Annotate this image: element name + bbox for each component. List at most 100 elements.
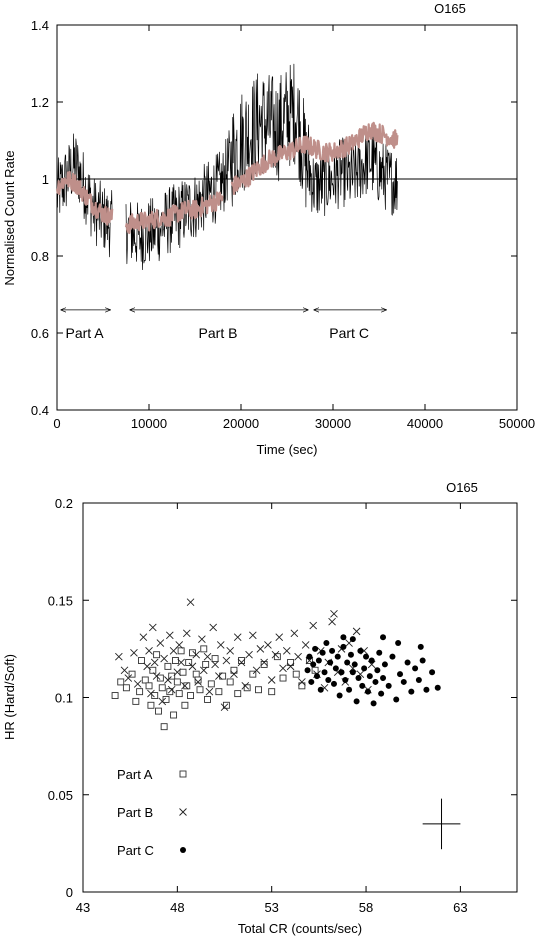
scatter-point-part-c — [338, 669, 345, 676]
scatter-point-part-a — [279, 674, 287, 682]
scatter-point-part-a — [183, 682, 191, 690]
scatter-point-part-a — [311, 666, 319, 674]
top-y-tick-label: 0.4 — [31, 403, 49, 418]
top-y-tick-label: 1.4 — [31, 18, 49, 33]
scatter-point-part-c — [419, 657, 426, 664]
legend-marker — [180, 847, 186, 853]
scatter-point-part-b — [282, 647, 291, 655]
scatter-point-part-b — [275, 633, 284, 642]
scatter-point-part-b — [245, 650, 253, 659]
scatter-point-part-b — [150, 658, 159, 667]
top-series-group — [55, 63, 517, 271]
scatter-point-part-a — [268, 688, 276, 696]
scatter-point-part-c — [389, 653, 396, 660]
scatter-point-part-c — [310, 661, 317, 668]
legend-label: Part A — [117, 767, 153, 782]
time-series-panel: O165 0 10000 20000 30000 40000 50000 0.4 0.6 0.8… — [2, 1, 535, 457]
scatter-point-part-b — [286, 662, 295, 671]
bottom-plot-frame — [82, 502, 518, 893]
legend-label: Part B — [117, 805, 153, 820]
scatter-point-part-c — [319, 649, 326, 656]
scatter-point-part-c — [385, 682, 392, 689]
scatter-point-part-b — [139, 633, 148, 642]
scatter-point-part-a — [187, 692, 195, 700]
scatter-point-part-b — [173, 668, 182, 677]
scatter-point-part-c — [346, 686, 353, 693]
scatter-point-part-a — [179, 668, 187, 676]
scatter-point-part-c — [327, 659, 334, 666]
scatter-point-part-b — [220, 703, 229, 712]
scatter-point-part-b — [209, 623, 218, 632]
scatter-point-part-a — [172, 657, 179, 664]
scatter-point-part-a — [238, 657, 245, 664]
scatter-point-part-c — [325, 676, 332, 683]
scatter-point-part-a — [173, 678, 181, 686]
scatter-point-part-a — [177, 647, 185, 655]
scatter-point-part-a — [153, 651, 161, 659]
scatter-point-part-a — [230, 666, 238, 674]
scatter-point-part-c — [312, 645, 319, 652]
scatter-point-part-a — [117, 678, 125, 686]
scatter-point-part-a — [192, 670, 200, 678]
scatter-point-part-c — [415, 676, 422, 683]
scatter-point-part-b — [115, 652, 123, 661]
scatter-point-part-c — [334, 653, 341, 660]
scatter-point-part-c — [329, 647, 336, 654]
scatter-point-part-b — [199, 666, 208, 675]
scatter-point-part-a — [255, 686, 262, 694]
top-annotations: Part A Part B Part C — [61, 310, 386, 341]
scatter-point-part-c — [370, 700, 377, 707]
scatter-point-part-a — [202, 660, 210, 668]
bottom-y-tick-label: 0.2 — [55, 496, 73, 511]
scatter-point-part-a — [122, 684, 130, 692]
scatter-point-part-b — [175, 641, 184, 649]
bottom-y-tick-label: 0.15 — [48, 593, 73, 608]
scatter-point-part-a — [155, 707, 162, 715]
scatter-point-part-c — [304, 667, 311, 674]
scatter-point-part-a — [287, 659, 295, 666]
scatter-point-part-b — [181, 682, 189, 690]
bottom-x-tick-label: 53 — [264, 900, 278, 915]
scatter-point-part-c — [380, 675, 387, 682]
scatter-point-part-a — [156, 674, 164, 682]
top-x-tick-label: 50000 — [499, 416, 535, 431]
bottom-x-tick-label: 58 — [359, 900, 373, 915]
top-y-tick-label: 1 — [42, 172, 49, 187]
scatter-point-part-c — [397, 671, 404, 678]
scatter-point-part-b — [298, 678, 306, 686]
scatter-point-part-b — [164, 676, 172, 684]
scatter-point-part-a — [128, 670, 136, 678]
scatter-point-part-a — [215, 688, 223, 696]
scatter-point-part-a — [164, 662, 172, 670]
scatter-point-part-b — [177, 658, 185, 667]
scatter-point-part-c — [357, 647, 364, 654]
top-x-tick-label: 0 — [53, 416, 60, 431]
scatter-point-part-c — [317, 686, 324, 693]
scatter-point-part-c — [376, 649, 383, 656]
scatter-point-part-a — [219, 672, 227, 680]
scatter-point-part-a — [226, 678, 234, 686]
scatter-point-part-a — [168, 672, 176, 680]
scatter-point-part-b — [198, 635, 206, 643]
scatter-point-part-a — [181, 701, 189, 709]
scatter-point-part-c — [321, 669, 328, 676]
scatter-point-part-a — [151, 692, 159, 700]
scatter-point-part-a — [298, 682, 306, 690]
scatter-point-part-c — [323, 640, 330, 647]
top-axis-ticks: 0 10000 20000 30000 40000 50000 0.4 0.6 0.8 1 1.2 1… — [31, 18, 535, 431]
scatter-point-part-c — [340, 643, 347, 650]
scatter-point-part-c — [359, 682, 366, 689]
scatter-point-part-b — [165, 631, 174, 640]
bottom-y-axis-title: HR (Hard/Soft) — [2, 654, 17, 740]
part-range-label: Part A — [66, 325, 105, 341]
bottom-series-group — [111, 598, 441, 731]
scatter-point-part-a — [185, 659, 193, 666]
error-cross — [422, 798, 461, 850]
scatter-point-part-c — [363, 653, 370, 660]
scatter-point-part-c — [306, 653, 313, 660]
scatter-point-part-b — [145, 647, 153, 655]
scatter-point-part-c — [417, 643, 424, 650]
scatter-point-part-c — [342, 676, 349, 683]
bottom-y-tick-label: 0 — [66, 885, 73, 900]
